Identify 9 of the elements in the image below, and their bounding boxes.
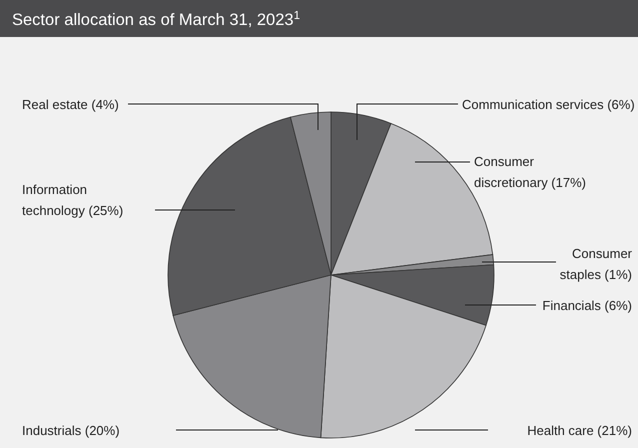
slice-label: Health care (21%) [527,423,632,438]
slice-label: Real estate (4%) [22,97,119,112]
chart-title: Sector allocation as of March 31, 2023$^{1}$ [12,10,300,29]
slice-label: Consumer discretionary (17%) [474,154,586,190]
slice-label: Financials (6%) [542,298,632,313]
slice-label: Communication services (6%) [462,97,635,112]
slice-label: Industrials (20%) [22,423,120,438]
slice-label: Information technology (25%) [22,182,124,218]
slice-label: Consumer staples (1%) [560,246,633,282]
